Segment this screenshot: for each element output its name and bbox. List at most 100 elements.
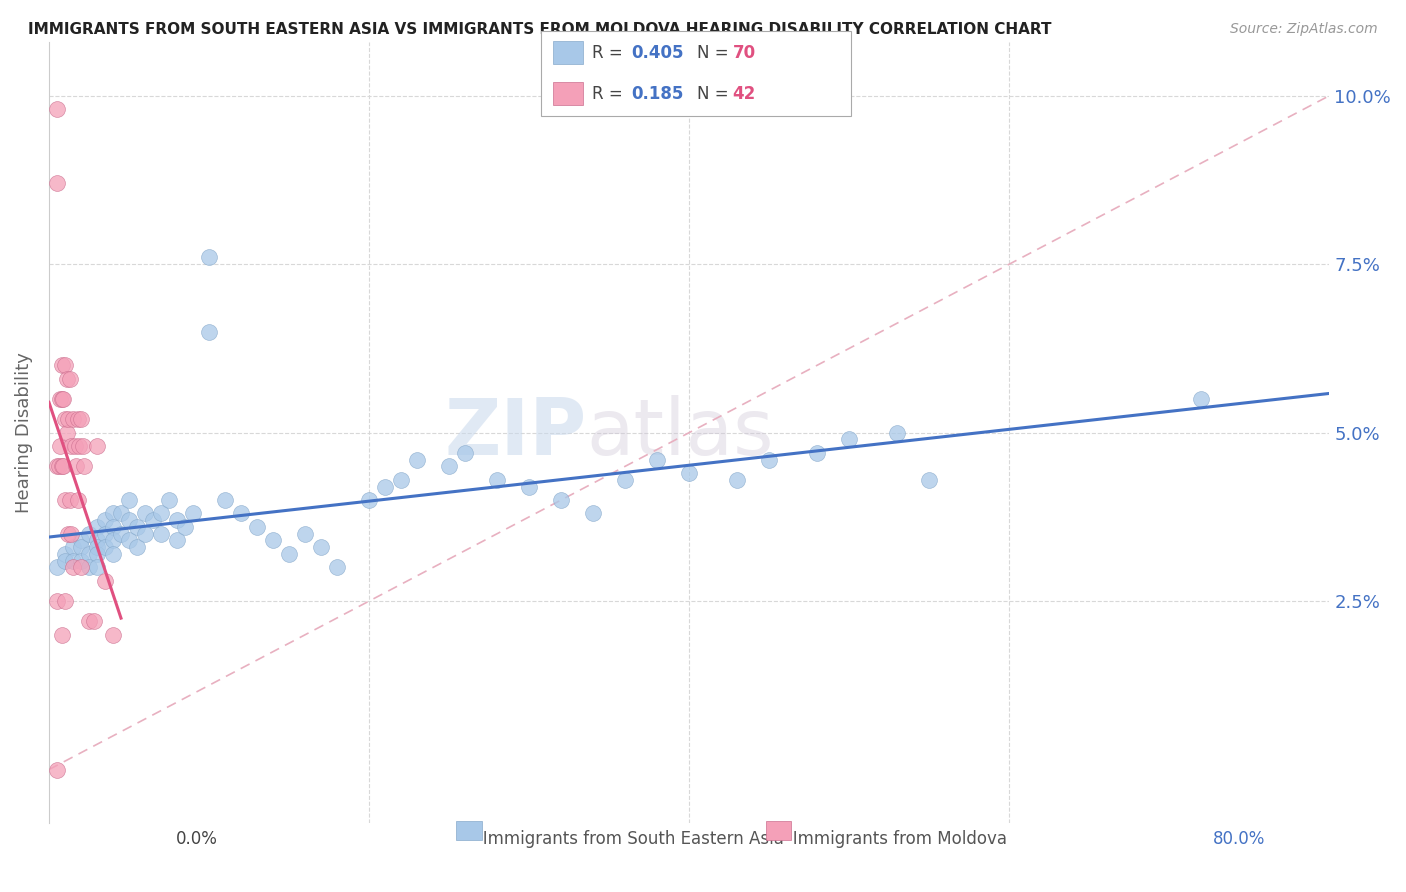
Point [374, 479, 396, 493]
Point [101, 520, 124, 534]
Point [62, 560, 84, 574]
Point [55, 425, 77, 440]
Text: Source: ZipAtlas.com: Source: ZipAtlas.com [1230, 22, 1378, 37]
Point [614, 473, 637, 487]
Point [134, 507, 156, 521]
Text: IMMIGRANTS FROM SOUTH EASTERN ASIA VS IMMIGRANTS FROM MOLDOVA HEARING DISABILITY: IMMIGRANTS FROM SOUTH EASTERN ASIA VS IM… [28, 22, 1052, 37]
Text: R =: R = [592, 44, 628, 62]
Point [77, 615, 100, 629]
Point [1189, 392, 1212, 406]
Text: N =: N = [697, 85, 734, 103]
Point [56, 412, 79, 426]
Point [838, 433, 860, 447]
Point [294, 526, 316, 541]
Point [174, 520, 197, 534]
Point [77, 547, 100, 561]
Point [166, 533, 188, 548]
Point [86, 547, 108, 561]
Point [157, 493, 180, 508]
Point [62, 412, 84, 426]
Text: 42: 42 [733, 85, 756, 103]
Point [86, 439, 108, 453]
Point [77, 526, 100, 541]
Point [59, 493, 82, 508]
Point [53, 493, 76, 508]
Point [725, 473, 748, 487]
Text: N =: N = [697, 44, 734, 62]
Point [67, 439, 90, 453]
Point [110, 526, 132, 541]
Point [198, 325, 221, 339]
Point [134, 526, 156, 541]
Point [94, 540, 117, 554]
Point [70, 540, 93, 554]
Point [101, 533, 124, 548]
Point [262, 533, 284, 548]
Text: ZIP: ZIP [444, 394, 586, 471]
Point [101, 507, 124, 521]
Point [66, 493, 89, 508]
Point [48, 459, 70, 474]
Point [53, 412, 76, 426]
Point [52, 392, 75, 406]
Point [77, 560, 100, 574]
Point [486, 473, 509, 487]
Point [62, 540, 84, 554]
Point [72, 439, 94, 453]
Point [806, 446, 828, 460]
Text: Immigrants from Moldova: Immigrants from Moldova [776, 830, 1007, 847]
Point [125, 520, 148, 534]
Point [70, 533, 93, 548]
Point [53, 358, 76, 372]
Point [65, 459, 87, 474]
Point [886, 425, 908, 440]
Point [83, 615, 105, 629]
Point [55, 372, 77, 386]
Point [118, 513, 141, 527]
Point [278, 547, 301, 561]
Text: 0.405: 0.405 [631, 44, 683, 62]
Point [53, 554, 76, 568]
Point [142, 513, 165, 527]
Point [229, 507, 252, 521]
Point [49, 392, 72, 406]
Y-axis label: Hearing Disability: Hearing Disability [15, 352, 32, 513]
Text: 0.0%: 0.0% [176, 830, 218, 847]
Point [63, 439, 86, 453]
Point [517, 479, 540, 493]
Point [73, 459, 96, 474]
Point [86, 560, 108, 574]
Point [51, 358, 73, 372]
Point [53, 547, 76, 561]
Point [46, 176, 69, 190]
Point [60, 439, 83, 453]
Point [125, 540, 148, 554]
Point [150, 507, 173, 521]
Point [101, 628, 124, 642]
Point [437, 459, 460, 474]
Point [59, 372, 82, 386]
Point [46, 459, 69, 474]
Point [198, 251, 221, 265]
Point [582, 507, 605, 521]
Point [94, 574, 117, 588]
Point [52, 459, 75, 474]
Point [70, 560, 93, 574]
Point [309, 540, 332, 554]
Point [389, 473, 412, 487]
Point [166, 513, 188, 527]
Point [118, 493, 141, 508]
Point [51, 628, 73, 642]
Point [86, 540, 108, 554]
Point [46, 560, 69, 574]
Text: 0.185: 0.185 [631, 85, 683, 103]
Point [110, 507, 132, 521]
Point [118, 533, 141, 548]
Point [51, 392, 73, 406]
Point [326, 560, 349, 574]
Point [214, 493, 236, 508]
Text: Immigrants from South Eastern Asia: Immigrants from South Eastern Asia [467, 830, 785, 847]
Text: atlas: atlas [586, 394, 775, 471]
Point [454, 446, 477, 460]
Text: 70: 70 [733, 44, 755, 62]
